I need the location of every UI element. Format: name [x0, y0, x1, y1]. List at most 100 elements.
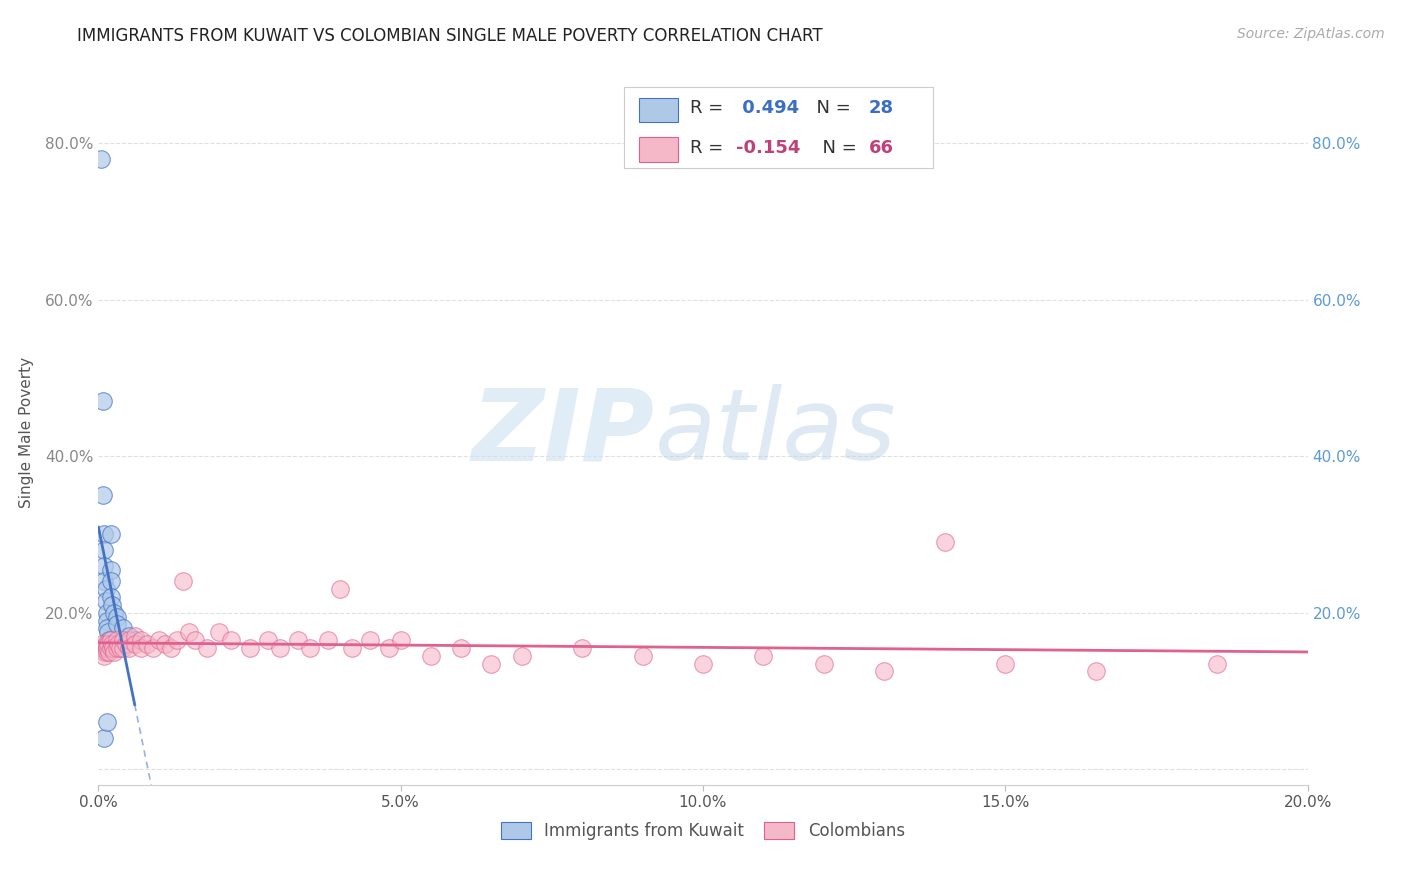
Point — [129, 640, 152, 655]
Point — [105, 609, 128, 624]
Point — [118, 629, 141, 643]
Point — [93, 731, 115, 745]
Point — [450, 640, 472, 655]
FancyBboxPatch shape — [624, 87, 932, 169]
Point — [98, 645, 121, 659]
Point — [692, 657, 714, 671]
Point — [111, 633, 134, 648]
Text: atlas: atlas — [655, 384, 896, 481]
Point — [100, 637, 122, 651]
Point — [571, 640, 593, 655]
Point — [208, 625, 231, 640]
Point — [184, 633, 207, 648]
Point — [105, 640, 128, 655]
Text: 0.494: 0.494 — [735, 99, 799, 118]
Point — [96, 606, 118, 620]
Point — [481, 657, 503, 671]
Point — [299, 640, 322, 655]
Y-axis label: Single Male Poverty: Single Male Poverty — [18, 357, 34, 508]
Point — [93, 648, 115, 663]
Point — [360, 633, 382, 648]
Point — [1206, 657, 1229, 671]
Point — [91, 640, 114, 655]
Point — [96, 621, 118, 635]
Point — [316, 633, 339, 648]
Point — [420, 648, 443, 663]
Text: R =: R = — [690, 99, 728, 118]
Point — [813, 657, 835, 671]
Point — [287, 633, 309, 648]
Text: IMMIGRANTS FROM KUWAIT VS COLOMBIAN SINGLE MALE POVERTY CORRELATION CHART: IMMIGRANTS FROM KUWAIT VS COLOMBIAN SING… — [77, 27, 823, 45]
Point — [129, 633, 152, 648]
Point — [195, 640, 218, 655]
Point — [269, 640, 291, 655]
FancyBboxPatch shape — [638, 137, 678, 161]
Point — [97, 625, 120, 640]
Point — [103, 606, 125, 620]
Point — [93, 645, 115, 659]
Text: ZIP: ZIP — [471, 384, 655, 481]
Point — [256, 633, 278, 648]
Point — [93, 527, 115, 541]
Point — [101, 640, 124, 655]
Text: 66: 66 — [869, 139, 894, 157]
Point — [94, 582, 117, 597]
Point — [124, 633, 146, 648]
Point — [96, 614, 118, 628]
Point — [103, 645, 125, 659]
Point — [93, 543, 115, 558]
Point — [148, 633, 170, 648]
Point — [172, 574, 194, 589]
Text: -0.154: -0.154 — [735, 139, 800, 157]
Text: N =: N = — [811, 139, 862, 157]
Point — [91, 394, 114, 409]
Point — [221, 633, 243, 648]
Point — [90, 152, 112, 166]
Point — [96, 715, 118, 730]
FancyBboxPatch shape — [638, 97, 678, 122]
Point — [389, 633, 412, 648]
Point — [96, 594, 118, 608]
Point — [100, 563, 122, 577]
Point — [100, 590, 122, 604]
Point — [153, 637, 176, 651]
Point — [90, 640, 112, 655]
Point — [94, 637, 117, 651]
Point — [1085, 665, 1108, 679]
Text: R =: R = — [690, 139, 728, 157]
Text: 28: 28 — [869, 99, 894, 118]
Point — [91, 637, 114, 651]
Point — [329, 582, 352, 597]
Point — [239, 640, 262, 655]
Point — [96, 645, 118, 659]
Point — [105, 633, 128, 648]
Point — [934, 535, 956, 549]
Text: Source: ZipAtlas.com: Source: ZipAtlas.com — [1237, 27, 1385, 41]
Point — [100, 527, 122, 541]
Point — [160, 640, 183, 655]
Point — [873, 665, 896, 679]
Point — [124, 637, 146, 651]
Point — [107, 637, 129, 651]
Point — [98, 637, 121, 651]
Point — [342, 640, 364, 655]
Point — [91, 488, 114, 502]
Point — [100, 598, 122, 612]
Point — [118, 633, 141, 648]
Text: N =: N = — [804, 99, 856, 118]
Point — [100, 574, 122, 589]
Point — [108, 640, 131, 655]
Point — [135, 637, 157, 651]
Point — [100, 633, 122, 648]
Point — [111, 640, 134, 655]
Point — [631, 648, 654, 663]
Point — [994, 657, 1017, 671]
Point — [96, 640, 118, 655]
Point — [114, 637, 136, 651]
Point — [111, 621, 134, 635]
Point — [752, 648, 775, 663]
Point — [118, 640, 141, 655]
Point — [124, 629, 146, 643]
Point — [97, 637, 120, 651]
Point — [377, 640, 399, 655]
